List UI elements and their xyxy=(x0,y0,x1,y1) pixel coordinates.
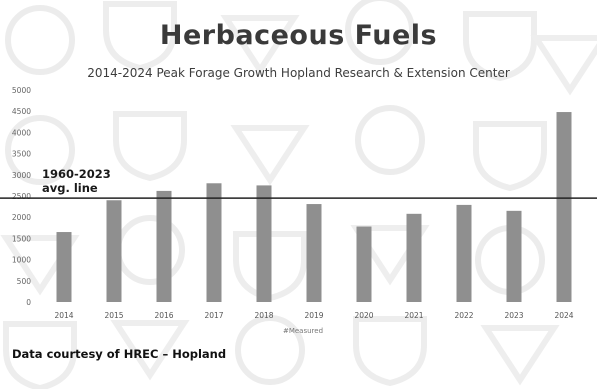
watermark-emblem xyxy=(103,1,177,72)
watermark-emblem xyxy=(355,105,425,175)
watermark-emblem xyxy=(220,15,300,76)
watermark-emblem xyxy=(473,121,547,192)
bar-2017 xyxy=(206,183,222,302)
bar-2014 xyxy=(56,232,72,302)
watermark-emblem xyxy=(463,11,537,82)
x-tick-label: 2023 xyxy=(504,311,523,320)
y-tick-label: 3500 xyxy=(12,150,31,159)
x-tick-label: 2018 xyxy=(254,311,273,320)
y-tick-label: 0 xyxy=(26,298,31,307)
watermark-emblem xyxy=(5,5,75,75)
bar-2018 xyxy=(256,185,272,302)
y-tick-label: 3000 xyxy=(12,171,31,180)
x-tick-label: 2024 xyxy=(554,311,573,320)
reference-line-label-2: avg. line xyxy=(42,181,98,195)
legend-label: #Measured xyxy=(283,327,323,335)
y-tick-label: 1000 xyxy=(12,256,31,265)
x-tick-label: 2020 xyxy=(354,311,373,320)
bar-series xyxy=(56,112,572,302)
x-tick-label: 2015 xyxy=(104,311,123,320)
watermark-emblem xyxy=(110,320,190,381)
bar-2019 xyxy=(306,204,322,302)
bar-2024 xyxy=(556,112,572,302)
x-tick-label: 2022 xyxy=(454,311,473,320)
x-axis: 2014 2015 2016 2017 2018 2019 2020 2021 2022 2023… xyxy=(54,311,573,320)
bar-2023 xyxy=(506,210,522,302)
chart-title: Herbaceous Fuels xyxy=(159,20,438,51)
y-tick-label: 2000 xyxy=(12,213,31,222)
watermark-emblem xyxy=(235,315,305,385)
watermark-emblem xyxy=(530,35,597,96)
watermark-emblem xyxy=(230,125,310,186)
reference-line-label-1: 1960-2023 xyxy=(42,167,111,181)
watermark-emblem xyxy=(480,325,560,386)
y-tick-label: 1500 xyxy=(12,234,31,243)
x-tick-label: 2017 xyxy=(204,311,223,320)
y-tick-label: 500 xyxy=(17,277,32,286)
watermark-emblem xyxy=(345,0,415,65)
watermark-emblem xyxy=(353,316,427,387)
x-tick-label: 2014 xyxy=(54,311,73,320)
y-tick-label: 4500 xyxy=(12,107,31,116)
x-tick-label: 2019 xyxy=(304,311,323,320)
data-credit: Data courtesy of HREC – Hopland xyxy=(12,347,227,361)
y-tick-label: 2500 xyxy=(12,192,31,201)
watermark-emblem xyxy=(113,111,187,182)
bar-2022 xyxy=(456,204,472,302)
y-tick-label: 4000 xyxy=(12,128,31,137)
x-tick-label: 2021 xyxy=(404,311,423,320)
bar-2016 xyxy=(156,190,172,302)
y-tick-label: 5000 xyxy=(12,86,31,95)
y-axis: 0 500 1000 1500 2000 2500 3000 3500 4000 4500 5000 xyxy=(12,86,31,307)
bar-2021 xyxy=(406,213,422,302)
chart-subtitle: 2014-2024 Peak Forage Growth Hopland Res… xyxy=(87,66,510,80)
watermark-emblem xyxy=(5,115,75,185)
bar-2020 xyxy=(356,226,372,302)
watermark-emblem xyxy=(3,321,77,389)
bar-2015 xyxy=(106,200,122,302)
x-tick-label: 2016 xyxy=(154,311,173,320)
